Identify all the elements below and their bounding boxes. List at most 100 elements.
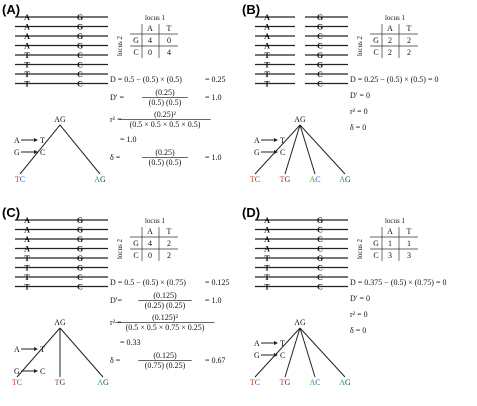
- allele-locus2: C: [77, 273, 83, 282]
- allele-locus2: C: [317, 70, 323, 79]
- tree-leaf: TG: [55, 378, 66, 387]
- mutation-from: G: [14, 148, 20, 157]
- table-cell: 1: [407, 239, 411, 248]
- row-header: G: [373, 239, 379, 248]
- table-cell: 2: [407, 48, 411, 57]
- tree-root: AG: [54, 115, 66, 124]
- formula-denominator: (0.5 × 0.5 × 0.5 × 0.5): [130, 120, 201, 129]
- allele-locus2: C: [317, 226, 323, 235]
- tree-branch: [16, 327, 61, 378]
- formula-line: D = 0.25 − (0.5) × (0.5) = 0: [350, 75, 438, 84]
- table-cell: 2: [167, 251, 171, 260]
- allele-locus1: T: [24, 254, 30, 263]
- allele-locus1: A: [264, 23, 270, 32]
- mutation-from: A: [14, 136, 20, 145]
- panel-label: (C): [2, 205, 20, 220]
- mutation-to: C: [280, 351, 285, 360]
- mutation-from: A: [254, 339, 260, 348]
- row-header: G: [133, 239, 139, 248]
- tree-branch: [284, 327, 301, 378]
- tree-leaf: TC: [250, 378, 260, 387]
- allele-locus2: G: [77, 254, 83, 263]
- row-header: C: [133, 251, 138, 260]
- table-cell: 0: [148, 48, 152, 57]
- allele-locus1: T: [264, 61, 270, 70]
- allele-locus1: T: [24, 80, 30, 89]
- table-cell: 4: [148, 239, 152, 248]
- mutation-from: A: [14, 345, 20, 354]
- allele-locus1: A: [264, 235, 270, 244]
- allele-locus1: T: [24, 264, 30, 273]
- table-cell: 2: [407, 36, 411, 45]
- formula-numerator: (0.25): [155, 88, 175, 97]
- allele-locus1: A: [24, 216, 30, 225]
- tree-branch: [19, 124, 61, 175]
- formula-lhs: δ =: [110, 153, 121, 162]
- tree-leaf: AG: [339, 175, 351, 184]
- allele-locus1: A: [24, 32, 30, 41]
- formula-numerator: (0.25): [155, 148, 175, 157]
- row-header: C: [133, 48, 138, 57]
- tree-leaf: TC: [250, 175, 260, 184]
- mutation-to: T: [280, 339, 285, 348]
- tree-branch: [59, 124, 101, 175]
- formula-line: D = 0.5 − (0.5) × (0.5): [110, 75, 182, 84]
- locus2-label: locus 2: [356, 238, 364, 259]
- allele-locus2: G: [77, 245, 83, 254]
- formula-numerator: (0.125): [153, 291, 177, 300]
- tree-leaf: AG: [97, 378, 109, 387]
- formula-result: = 1.0: [205, 296, 222, 305]
- allele-locus2: C: [77, 80, 83, 89]
- locus2-label: locus 2: [356, 35, 364, 56]
- table-cell: 0: [167, 36, 171, 45]
- formula-result: = 1.0: [205, 153, 222, 162]
- tree-root: AG: [294, 115, 306, 124]
- allele-locus1: A: [264, 13, 270, 22]
- allele-locus1: T: [24, 283, 30, 292]
- formula-numerator: (0.125): [153, 351, 177, 360]
- formula-numerator: (0.25)²: [154, 110, 176, 119]
- tree-leaf: AC: [309, 175, 320, 184]
- allele-locus2: G: [77, 264, 83, 273]
- allele-locus1: A: [24, 235, 30, 244]
- allele-locus1: A: [24, 42, 30, 51]
- allele-locus1: A: [264, 42, 270, 51]
- mutation-from: A: [254, 136, 260, 145]
- tree-leaf: AG: [94, 175, 106, 184]
- locus1-label: locus 1: [385, 14, 406, 22]
- tree-leaf: TG: [280, 378, 291, 387]
- allele-locus1: T: [24, 61, 30, 70]
- allele-locus2: C: [77, 61, 83, 70]
- tree-leaf: TG: [280, 175, 291, 184]
- tree-leaf: TC: [15, 175, 25, 184]
- panel-label: (D): [242, 205, 260, 220]
- formula-denominator: (0.5) (0.5): [149, 158, 182, 167]
- allele-locus2: C: [317, 273, 323, 282]
- formula-line: D = 0.5 − (0.5) × (0.75): [110, 278, 186, 287]
- locus1-label: locus 1: [145, 217, 166, 225]
